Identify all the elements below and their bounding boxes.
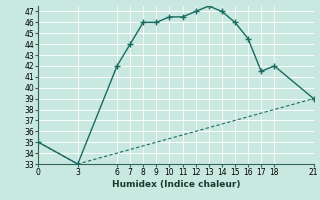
- X-axis label: Humidex (Indice chaleur): Humidex (Indice chaleur): [112, 180, 240, 189]
